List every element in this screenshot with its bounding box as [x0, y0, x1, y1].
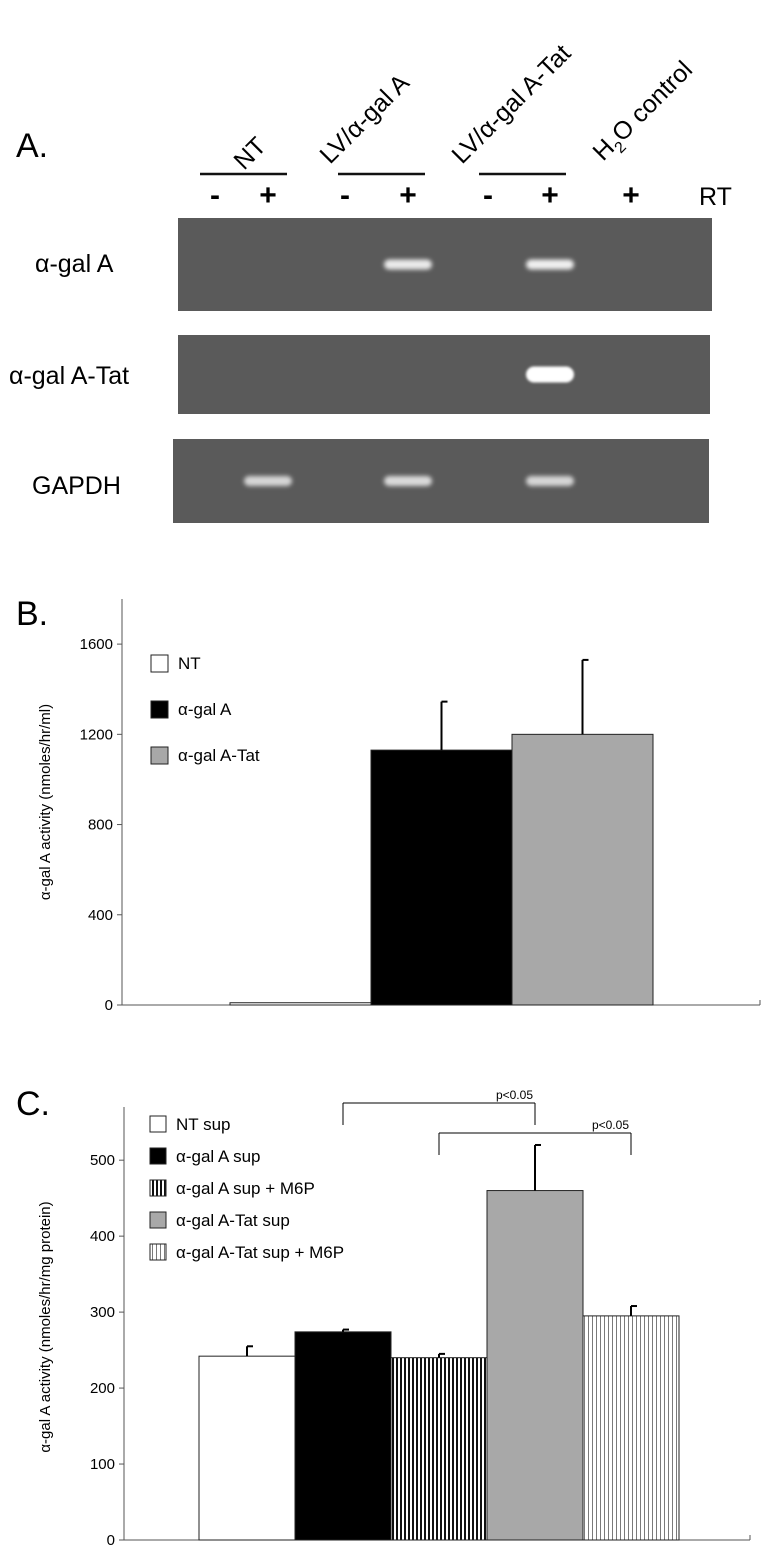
bar: [511, 733, 654, 1006]
gel-1: α-gal A-Tat: [9, 335, 710, 414]
panel-c-legend: NT sup α-gal A sup α-gal A sup + M6P α-gal …: [149, 1115, 344, 1262]
gel-row-label: α-gal A-Tat: [9, 362, 129, 390]
y-tick-label: 800: [88, 817, 113, 834]
rt-sign-plus: +: [541, 179, 559, 212]
bar: [390, 1357, 488, 1541]
group-label-nt: NT: [228, 132, 271, 175]
panel-c-bars: [198, 1143, 680, 1541]
panel-c-significance: p<0.05 p<0.05: [342, 1088, 632, 1155]
y-tick-label: 300: [90, 1304, 115, 1321]
panel-c: C. α-gal A activity (nmoles/hr/mg protei…: [16, 1085, 751, 1549]
gel-background: [178, 218, 712, 311]
rt-sign-plus: +: [259, 179, 277, 212]
bar: [370, 749, 513, 1006]
legend-label: α-gal A-Tat: [178, 746, 260, 765]
y-tick-label: 200: [90, 1380, 115, 1397]
rt-signs: - + - + - + +: [210, 179, 640, 212]
bar: [486, 1190, 584, 1541]
y-tick-label: 100: [90, 1456, 115, 1473]
gel-images: α-gal A α-gal A-Tat GAPDH: [9, 218, 712, 523]
gel-band: [384, 476, 432, 486]
rt-label: RT: [699, 183, 732, 211]
y-tick-label: 0: [107, 1532, 115, 1549]
rt-sign-plus: +: [622, 179, 640, 212]
panel-b: B. α-gal A activity (nmoles/hr/ml) 0 400 8…: [16, 595, 761, 1014]
panel-c-y-axis-label: α-gal A activity (nmoles/hr/mg protein): [37, 1201, 54, 1452]
rt-sign-minus: -: [483, 179, 493, 212]
gel-row-label: α-gal A: [35, 250, 114, 278]
group-label-lv-alpha-gal-a-tat: LV/α-gal A-Tat: [446, 39, 576, 169]
legend-label: α-gal A sup + M6P: [176, 1179, 315, 1198]
group-label-lv-alpha-gal-a: LV/α-gal A: [314, 69, 415, 170]
significance-bracket: p<0.05: [438, 1118, 632, 1155]
gel-band: [384, 259, 432, 270]
legend-swatch: [150, 700, 169, 719]
y-tick-label: 400: [88, 907, 113, 924]
panel-a-letter: A.: [16, 127, 48, 165]
panel-a: A. NT LV/α-gal A LV/α-gal A-Tat H2O cont…: [9, 39, 732, 523]
legend-label: NT sup: [176, 1115, 231, 1134]
panel-b-y-axis-label: α-gal A activity (nmoles/hr/ml): [37, 704, 54, 900]
legend-label: α-gal A-Tat sup + M6P: [176, 1243, 344, 1262]
legend-swatch: [149, 1211, 167, 1229]
bar: [294, 1331, 392, 1541]
legend-label: α-gal A: [178, 700, 232, 719]
legend-label: α-gal A sup: [176, 1147, 261, 1166]
legend-swatch: [150, 746, 169, 765]
legend-swatch: [149, 1243, 167, 1261]
panel-b-axes: 0 400 800 1200 1600: [80, 599, 761, 1014]
gel-band: [526, 366, 574, 383]
rt-sign-minus: -: [210, 179, 220, 212]
legend-swatch: [149, 1147, 167, 1165]
y-tick-label: 500: [90, 1152, 115, 1169]
legend-swatch: [149, 1179, 167, 1197]
rt-sign-plus: +: [399, 179, 417, 212]
significance-label: p<0.05: [592, 1118, 629, 1132]
bar: [582, 1315, 680, 1541]
significance-label: p<0.05: [496, 1088, 533, 1102]
gel-band: [526, 259, 574, 270]
significance-bracket: p<0.05: [342, 1088, 536, 1125]
y-tick-label: 0: [105, 997, 113, 1014]
water-control-label: H2O control: [587, 56, 701, 170]
gel-0: α-gal A: [35, 218, 712, 311]
gel-band: [526, 476, 574, 486]
panel-b-legend: NT α-gal A α-gal A-Tat: [150, 654, 260, 765]
y-tick-label: 1600: [80, 636, 113, 653]
panel-c-letter: C.: [16, 1085, 50, 1123]
bar: [198, 1355, 296, 1541]
legend-swatch: [149, 1115, 167, 1133]
y-tick-label: 1200: [80, 726, 113, 743]
panel-b-bars: [229, 658, 654, 1006]
legend-label: α-gal A-Tat sup: [176, 1211, 290, 1230]
gel-row-label: GAPDH: [32, 472, 121, 500]
legend-swatch: [150, 654, 169, 673]
legend-label: NT: [178, 654, 201, 673]
rt-sign-minus: -: [340, 179, 350, 212]
gel-2: GAPDH: [32, 439, 709, 523]
bar: [229, 1002, 372, 1006]
panel-b-letter: B.: [16, 595, 48, 633]
y-tick-label: 400: [90, 1228, 115, 1245]
gel-band: [244, 476, 292, 486]
gel-background: [178, 335, 710, 414]
